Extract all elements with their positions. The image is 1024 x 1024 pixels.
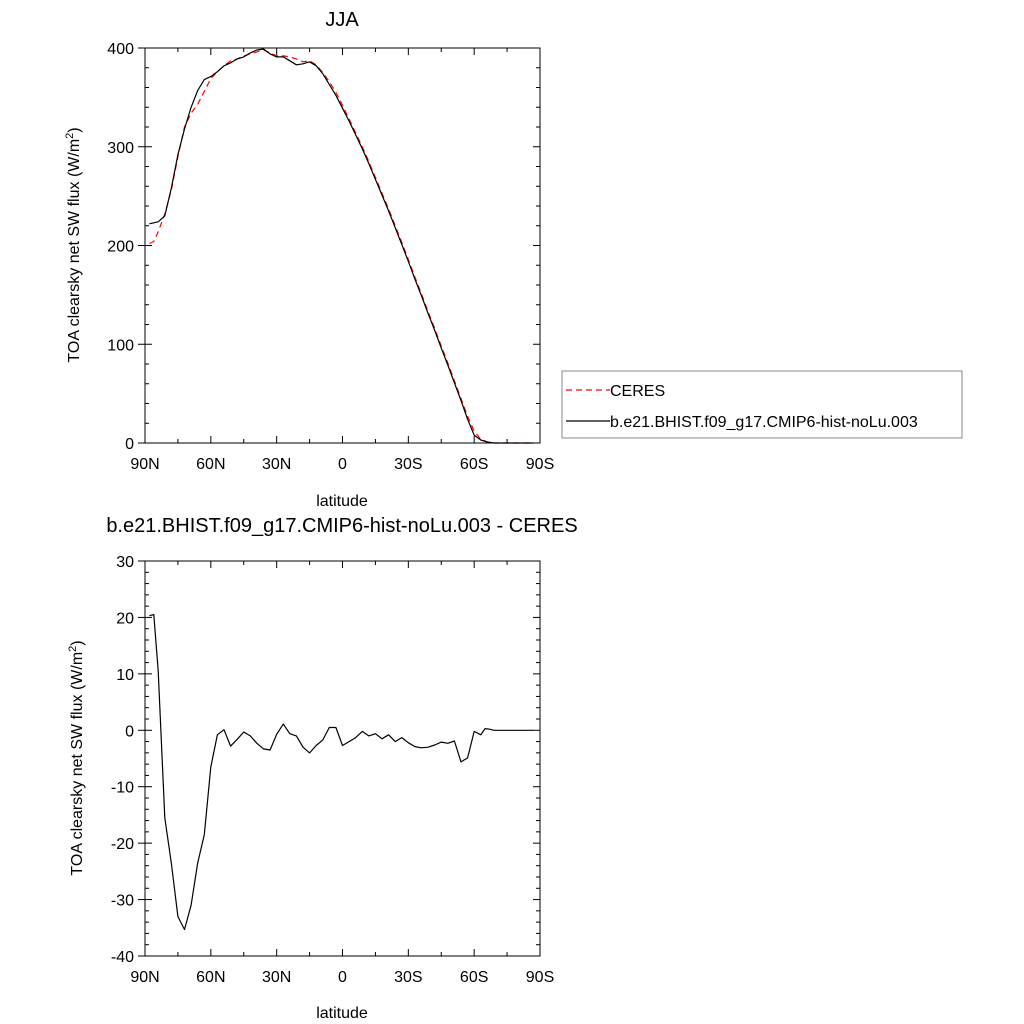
top-y-tick-label: 0 bbox=[125, 436, 134, 453]
top-x-tick-label: 90N bbox=[130, 456, 159, 473]
bottom-x-tick-label: 90N bbox=[130, 969, 159, 986]
top-x-tick-label: 60N bbox=[196, 456, 225, 473]
bottom-y-tick-label: 30 bbox=[116, 554, 134, 571]
bottom-x-axis-label: latitude bbox=[316, 1005, 368, 1022]
bottom-y-tick-label: 10 bbox=[116, 667, 134, 684]
top-x-ticks: 90N 60N 30N 0 30S 60S 90S bbox=[130, 48, 554, 473]
top-y-tick-label: 400 bbox=[107, 41, 134, 58]
bottom-series-line-0 bbox=[149, 613, 534, 931]
top-series-line-0 bbox=[149, 49, 534, 444]
bottom-panel: b.e21.BHIST.f09_g17.CMIP6-hist-noLu.003 … bbox=[67, 515, 578, 1022]
bottom-x-tick-label: 90S bbox=[526, 969, 554, 986]
bottom-y-tick-label: -20 bbox=[111, 836, 134, 853]
bottom-y-tick-label: -30 bbox=[111, 893, 134, 910]
top-x-tick-label: 30N bbox=[262, 456, 291, 473]
top-y-tick-label: 100 bbox=[107, 337, 134, 354]
bottom-x-tick-label: 60N bbox=[196, 969, 225, 986]
top-x-tick-label: 0 bbox=[338, 456, 347, 473]
top-x-tick-label: 60S bbox=[460, 456, 488, 473]
top-chart-title: JJA bbox=[325, 9, 359, 31]
top-x-axis-label: latitude bbox=[316, 493, 368, 510]
bottom-plot-frame bbox=[144, 560, 541, 957]
legend: CERES b.e21.BHIST.f09_g17.CMIP6-hist-noL… bbox=[561, 370, 963, 439]
bottom-x-tick-label: 30N bbox=[262, 969, 291, 986]
legend-label-ceres: CERES bbox=[610, 383, 665, 400]
legend-box bbox=[561, 370, 963, 439]
top-series-line-1 bbox=[149, 48, 534, 444]
bottom-y-tick-label: 20 bbox=[116, 610, 134, 627]
top-y-axis-label: TOA clearsky net SW flux (W/m2) bbox=[64, 127, 83, 362]
bottom-y-ticks: -40 -30 -20 -10 0 10 20 30 bbox=[111, 554, 540, 966]
bottom-y-tick-label: -10 bbox=[111, 780, 134, 797]
bottom-series-lines bbox=[149, 613, 534, 931]
bottom-x-tick-label: 30S bbox=[394, 969, 422, 986]
bottom-chart-title: b.e21.BHIST.f09_g17.CMIP6-hist-noLu.003 … bbox=[106, 515, 577, 537]
top-y-tick-label: 300 bbox=[107, 140, 134, 157]
top-panel: JJA 90N 60N 30N 0 30S 60S 90S 0 100 200 300 400 la… bbox=[64, 9, 963, 510]
bottom-x-tick-label: 0 bbox=[338, 969, 347, 986]
bottom-y-tick-label: -40 bbox=[111, 949, 134, 966]
bottom-x-tick-label: 60S bbox=[460, 969, 488, 986]
top-y-ticks: 0 100 200 300 400 bbox=[107, 41, 540, 453]
bottom-x-ticks: 90N 60N 30N 0 30S 60S 90S bbox=[130, 561, 554, 986]
legend-label-model: b.e21.BHIST.f09_g17.CMIP6-hist-noLu.003 bbox=[610, 414, 918, 431]
top-x-tick-label: 90S bbox=[526, 456, 554, 473]
bottom-y-axis-label: TOA clearsky net SW flux (W/m2) bbox=[67, 640, 86, 875]
top-x-tick-label: 30S bbox=[394, 456, 422, 473]
bottom-y-tick-label: 0 bbox=[125, 723, 134, 740]
top-plot-frame bbox=[144, 47, 541, 444]
top-y-tick-label: 200 bbox=[107, 239, 134, 256]
top-series-lines bbox=[149, 48, 534, 444]
